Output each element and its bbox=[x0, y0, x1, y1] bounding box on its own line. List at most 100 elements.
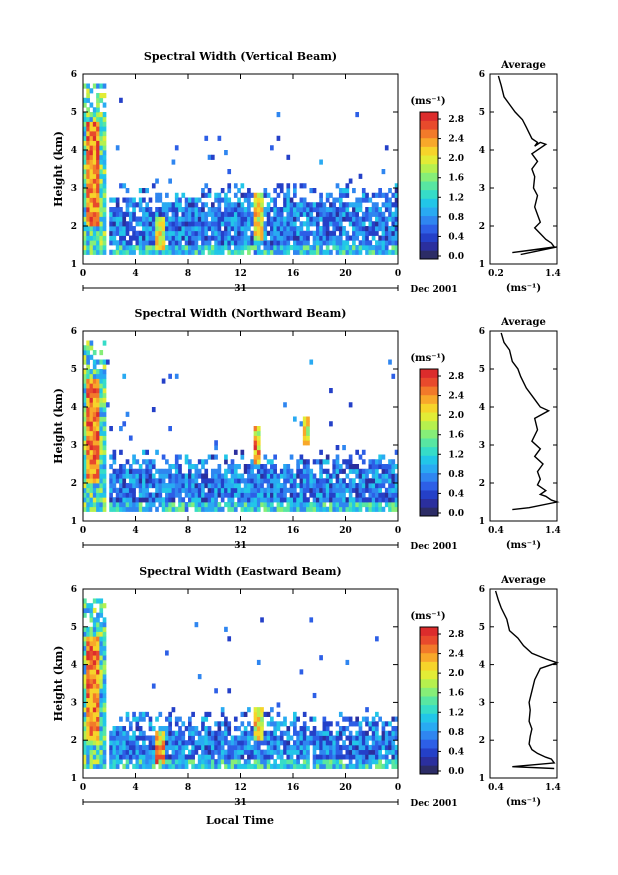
heatmap-cell bbox=[237, 207, 241, 213]
heatmap-cell bbox=[381, 730, 386, 736]
heatmap-cell bbox=[178, 226, 182, 232]
heatmap-cell bbox=[391, 211, 396, 217]
heatmap-cell bbox=[309, 211, 314, 217]
heatmap-cell bbox=[270, 483, 274, 489]
heatmap-cell bbox=[306, 754, 310, 760]
heatmap-cell bbox=[247, 207, 251, 213]
heatmap-cell bbox=[165, 716, 169, 722]
heatmap-cell bbox=[352, 240, 356, 246]
heatmap-cell bbox=[89, 345, 94, 351]
heatmap-cell bbox=[194, 226, 199, 232]
heatmap-cell bbox=[102, 622, 107, 628]
heatmap-cell bbox=[378, 716, 382, 722]
heatmap-cell bbox=[96, 159, 100, 165]
heatmap-cell bbox=[260, 502, 264, 508]
heatmap-cell bbox=[312, 740, 317, 746]
heatmap-cell bbox=[178, 716, 182, 722]
heatmap-cell bbox=[89, 183, 94, 189]
heatmap-cell bbox=[89, 744, 94, 751]
heatmap-cell bbox=[102, 135, 107, 141]
heatmap-cell bbox=[210, 492, 215, 498]
heatmap-cell bbox=[319, 468, 323, 474]
heatmap-cell bbox=[391, 506, 396, 512]
heatmap-cell bbox=[135, 468, 140, 474]
heatmap-cell bbox=[96, 454, 100, 460]
heatmap-cell bbox=[99, 216, 104, 222]
heatmap-cell bbox=[394, 726, 399, 732]
heatmap-cell bbox=[296, 249, 300, 255]
heatmap-cell bbox=[86, 716, 90, 722]
heatmap-cell bbox=[358, 759, 363, 765]
heatmap-cell bbox=[151, 492, 156, 498]
heatmap-cell bbox=[384, 492, 389, 498]
heatmap-cell bbox=[279, 473, 284, 479]
heatmap-cell bbox=[155, 221, 159, 227]
heatmap-cell bbox=[165, 650, 169, 656]
heatmap-cell bbox=[352, 754, 356, 760]
heatmap-cell bbox=[391, 473, 396, 479]
heatmap-cell bbox=[256, 197, 261, 203]
heatmap-cell bbox=[230, 211, 235, 217]
heatmap-cell bbox=[384, 735, 389, 741]
heatmap-cell bbox=[214, 759, 218, 765]
heatmap-cell bbox=[174, 192, 179, 198]
heatmap-cell bbox=[135, 459, 140, 465]
heatmap-cell bbox=[273, 188, 277, 194]
heatmap-cell bbox=[279, 754, 284, 760]
heatmap-cell bbox=[237, 759, 241, 765]
heatmap-cell bbox=[299, 483, 304, 489]
heatmap-cell bbox=[283, 235, 287, 241]
heatmap-cell bbox=[371, 464, 376, 470]
heatmap-cell bbox=[181, 235, 186, 241]
heatmap-cell bbox=[99, 211, 104, 217]
heatmap-cell bbox=[99, 468, 104, 474]
heatmap-cell bbox=[83, 607, 87, 614]
heatmap-cell bbox=[194, 207, 199, 213]
heatmap-cell bbox=[217, 211, 222, 217]
heatmap-cell bbox=[89, 354, 94, 360]
heatmap-cell bbox=[279, 483, 284, 489]
heatmap-cell bbox=[302, 763, 307, 769]
heatmap-cell bbox=[230, 459, 235, 465]
heatmap-cell bbox=[148, 740, 153, 746]
heatmap-cell bbox=[165, 230, 169, 236]
heatmap-cell bbox=[345, 487, 350, 493]
heatmap-cell bbox=[217, 740, 222, 746]
heatmap-cell bbox=[233, 735, 238, 741]
heatmap-cell bbox=[99, 440, 104, 446]
heatmap-cell bbox=[256, 740, 261, 746]
heatmap-cell bbox=[256, 435, 261, 441]
heatmap-cell bbox=[161, 759, 166, 765]
heatmap-cell bbox=[92, 126, 97, 132]
heatmap-cell bbox=[89, 759, 94, 765]
heatmap-cell bbox=[96, 97, 100, 103]
heatmap-cell bbox=[109, 207, 113, 213]
heatmap-cell bbox=[99, 669, 104, 675]
heatmap-cell bbox=[358, 173, 363, 179]
heatmap-cell bbox=[266, 468, 271, 474]
heatmap-cell bbox=[207, 249, 212, 255]
heatmap-cell bbox=[138, 749, 143, 755]
heatmap-cell bbox=[256, 487, 261, 493]
heatmap-cell bbox=[83, 121, 87, 127]
heatmap-cell bbox=[312, 221, 317, 227]
heatmap-cell bbox=[348, 464, 353, 470]
heatmap-cell bbox=[214, 192, 218, 198]
heatmap-cell bbox=[217, 226, 222, 232]
heatmap-cell bbox=[289, 454, 294, 460]
heatmap-cell bbox=[256, 735, 261, 741]
heatmap-cell bbox=[306, 240, 310, 246]
heatmap-cell bbox=[378, 749, 382, 755]
heatmap-cell bbox=[266, 249, 271, 255]
heatmap-cell bbox=[99, 388, 104, 394]
heatmap-cell bbox=[394, 483, 399, 489]
heatmap-cell bbox=[174, 459, 179, 465]
heatmap-cell bbox=[174, 483, 179, 489]
heatmap-cell bbox=[276, 221, 281, 227]
heatmap-cell bbox=[102, 617, 107, 623]
y-axis-label: Height (km) bbox=[52, 646, 65, 722]
heatmap-cell bbox=[371, 207, 376, 213]
heatmap-cell bbox=[83, 487, 87, 493]
heatmap-cell bbox=[86, 369, 90, 375]
heatmap-cell bbox=[92, 674, 97, 680]
